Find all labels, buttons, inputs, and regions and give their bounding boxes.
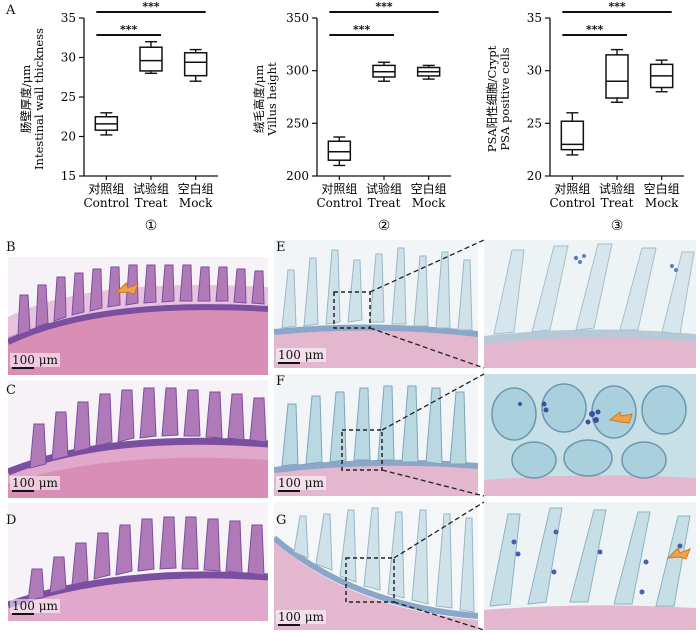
abpas-inset-f <box>484 374 696 496</box>
x-tick-label: 试验组 <box>133 181 169 196</box>
panel-label-g: G <box>276 513 287 528</box>
y-axis-label: 肠壁厚度/μm <box>19 65 33 133</box>
significance-label: *** <box>142 0 160 13</box>
x-tick-label: Mock <box>645 196 679 210</box>
x-tick-label: Mock <box>179 196 213 210</box>
panel-number: ① <box>145 218 158 234</box>
x-tick-label: 对照组 <box>88 182 124 196</box>
x-tick-label: Treat <box>368 196 401 210</box>
y-axis-label: 绒毛高度/μm <box>252 65 266 133</box>
panel-label-c: C <box>6 383 16 398</box>
box-chart-1: 15 20 25 30 35 肠壁厚度/μm Intestinal wall thickne… <box>19 0 218 234</box>
y-axis-label: PSA阳性细胞/Crypt <box>485 45 499 152</box>
micrograph-b: 100 μm <box>8 257 268 375</box>
y-tick-label: 15 <box>61 169 76 183</box>
zoom-inset-f <box>484 374 696 496</box>
y-tick-label: 30 <box>527 64 542 78</box>
zoom-inset-e <box>484 240 696 368</box>
significance-label: *** <box>353 23 371 36</box>
y-tick-label: 35 <box>527 11 542 25</box>
scale-bar <box>12 367 34 369</box>
scale-bar <box>12 490 34 492</box>
zoom-inset-g <box>484 502 696 630</box>
scale-bar-label: 100 μm <box>276 348 326 362</box>
box-chart-3: 20 25 30 35 PSA阳性细胞/Crypt PSA positive cells 对… <box>485 0 684 234</box>
y-tick-label: 20 <box>61 130 76 144</box>
scale-bar <box>278 362 300 364</box>
arrow-icon <box>114 282 139 295</box>
scale-bar-label: 100 μm <box>10 599 60 613</box>
scale-bar <box>12 613 34 615</box>
scale-bar <box>278 624 300 626</box>
box <box>327 140 352 161</box>
scale-bar-label: 100 μm <box>10 353 60 367</box>
y-tick-label: 25 <box>61 90 76 104</box>
abpas-tissue-e <box>274 240 478 368</box>
x-tick-label: 对照组 <box>554 182 590 196</box>
significance-label: *** <box>586 23 604 36</box>
scale-bar-label: 100 μm <box>276 610 326 624</box>
panel-label-b: B <box>6 240 16 255</box>
y-axis-label: Intestinal wall thickness <box>32 28 46 170</box>
y-tick-label: 30 <box>61 51 76 65</box>
box-chart-2: 200 250 300 350 绒毛高度/μm Villus height 对照组Contr… <box>252 0 451 234</box>
panel-number: ② <box>378 218 391 234</box>
box <box>139 46 163 72</box>
y-tick-label: 350 <box>286 11 309 25</box>
micrograph-d: 100 μm <box>8 503 268 621</box>
significance-label: *** <box>375 0 393 13</box>
abpas-inset-g <box>484 502 696 630</box>
figure-label-a: A <box>6 3 16 18</box>
box <box>183 52 208 77</box>
y-tick-label: 35 <box>61 11 76 25</box>
micrograph-e: 100 μm <box>274 240 478 368</box>
scale-bar <box>278 490 300 492</box>
x-tick-label: 空白组 <box>411 181 447 196</box>
x-tick-label: Control <box>83 196 129 210</box>
y-tick-label: 300 <box>286 64 309 78</box>
abpas-tissue-g <box>274 502 478 630</box>
significance-label: *** <box>120 23 138 36</box>
y-axis-label: Villus height <box>265 62 279 137</box>
micrograph-g: 100 μm <box>274 502 478 630</box>
panel-label-d: D <box>6 513 17 528</box>
x-tick-label: Treat <box>135 196 168 210</box>
y-tick-label: 200 <box>286 169 309 183</box>
box <box>605 54 629 99</box>
panel-label-f: F <box>276 374 286 389</box>
arrow-icon <box>608 411 633 424</box>
he-tissue-c <box>8 380 268 498</box>
scale-bar-label: 100 μm <box>10 476 60 490</box>
he-tissue-b <box>8 257 268 375</box>
x-tick-label: Control <box>316 196 362 210</box>
y-tick-label: 250 <box>286 116 309 130</box>
x-tick-label: Treat <box>601 196 634 210</box>
micrograph-c: 100 μm <box>8 380 268 498</box>
box <box>560 120 585 151</box>
significance-label: *** <box>608 0 626 13</box>
y-axis-label: PSA positive cells <box>498 47 512 150</box>
scale-bar-label: 100 μm <box>276 476 326 490</box>
x-tick-label: 空白组 <box>644 181 680 196</box>
x-tick-label: 试验组 <box>599 181 635 196</box>
x-tick-label: 试验组 <box>366 181 402 196</box>
x-tick-label: 对照组 <box>321 182 357 196</box>
panel-label-e: E <box>276 240 286 255</box>
arrow-icon <box>666 547 691 560</box>
x-tick-label: Mock <box>412 196 446 210</box>
y-tick-label: 20 <box>527 169 542 183</box>
panel-number: ③ <box>611 218 624 234</box>
x-tick-label: 空白组 <box>178 181 214 196</box>
micrograph-f: 100 μm <box>274 374 478 496</box>
y-tick-label: 25 <box>527 116 542 130</box>
x-tick-label: Control <box>549 196 595 210</box>
abpas-inset-e <box>484 240 696 368</box>
